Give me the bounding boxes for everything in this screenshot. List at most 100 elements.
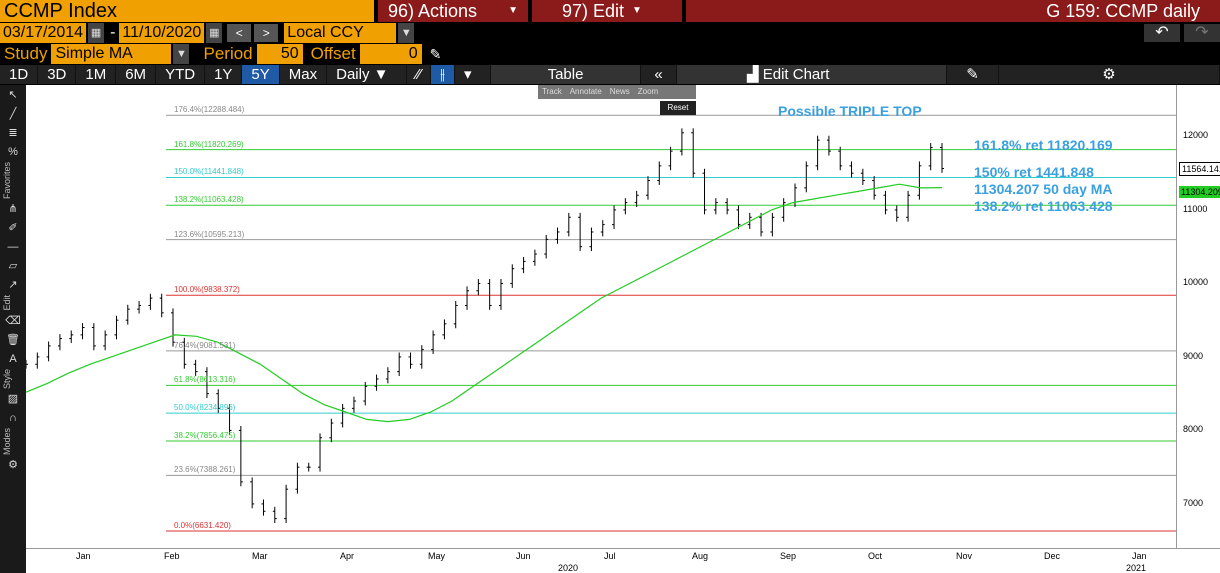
period-1m[interactable]: 1M bbox=[76, 65, 117, 84]
window-title: G 159: CCMP daily bbox=[686, 0, 1220, 22]
currency-select[interactable]: Local CCY bbox=[284, 23, 397, 43]
x-tick-label: Nov bbox=[956, 551, 973, 561]
edit-label: Edit bbox=[2, 295, 12, 311]
line-chart-icon[interactable]: ⁄⁄ bbox=[407, 65, 432, 84]
period-ytd[interactable]: YTD bbox=[156, 65, 206, 84]
study-select[interactable]: Simple MA bbox=[51, 44, 172, 64]
period-label: Period bbox=[203, 44, 253, 63]
annotate-button[interactable]: Annotate bbox=[569, 87, 602, 96]
edit-chart-label: Edit Chart bbox=[762, 66, 830, 83]
edit-menu[interactable]: 97) Edit ▼ bbox=[532, 0, 682, 22]
modes-label: Modes bbox=[2, 427, 12, 455]
line-tool-icon[interactable]: ╱ bbox=[9, 108, 17, 120]
chart-mini-toolbar: Track Annotate News Zoom bbox=[538, 85, 696, 99]
y-tick-label: 7000 bbox=[1183, 497, 1204, 508]
fib-level-label: 61.8%(8613.316) bbox=[174, 375, 236, 385]
chart-toolbar: 1D 3D 1M 6M YTD 1Y 5Y Max Daily ▼ ⁄⁄ ⫲ ▾… bbox=[0, 65, 1220, 84]
y-tick-label: 12000 bbox=[1183, 130, 1209, 141]
chevron-down-icon: ▼ bbox=[373, 66, 389, 83]
ray-icon[interactable]: ↗ bbox=[8, 279, 18, 292]
frequency-label: Daily bbox=[336, 66, 370, 83]
fib-level-label: 176.4%(12288.484) bbox=[174, 105, 245, 115]
period-input[interactable]: 50 bbox=[256, 44, 303, 64]
x-year-label: 2020 bbox=[558, 563, 579, 573]
collapse-icon[interactable]: « bbox=[641, 65, 678, 84]
undo-icon[interactable]: ↶ bbox=[1144, 24, 1180, 42]
fib-level-label: 123.6%(10595.213) bbox=[174, 229, 245, 239]
bar-chart-icon[interactable]: ⫲ bbox=[431, 65, 456, 84]
annotation-ret-1618: 161.8% ret 11820.169 bbox=[974, 137, 1113, 153]
edit-icon[interactable]: ✎ bbox=[947, 65, 1000, 84]
x-tick-label: May bbox=[428, 551, 446, 561]
y-axis: 7000 8000 9000 10000 11000 12000 11564.141 1130… bbox=[1176, 85, 1220, 559]
chevron-down-icon: ▼ bbox=[632, 5, 642, 16]
zoom-button[interactable]: Zoom bbox=[637, 87, 659, 96]
range-dash: - bbox=[110, 24, 116, 41]
eraser-icon[interactable]: ⌫ bbox=[5, 314, 21, 327]
magnet-icon[interactable]: ∩ bbox=[9, 411, 17, 424]
fib-level-label: 0.0%(6631.420) bbox=[174, 520, 231, 530]
chevron-down-icon[interactable]: ▾ bbox=[455, 65, 492, 84]
actions-menu-label: 96) Actions bbox=[388, 1, 478, 21]
last-price-label: 11564.141 bbox=[1179, 162, 1220, 177]
chevron-down-icon[interactable]: ▼ bbox=[173, 44, 190, 64]
period-1y[interactable]: 1Y bbox=[205, 65, 243, 84]
fib-tool-icon[interactable]: ≣ bbox=[8, 127, 18, 139]
end-date-field[interactable]: 11/10/2020 bbox=[119, 23, 205, 43]
period-max[interactable]: Max bbox=[279, 65, 328, 84]
period-5y[interactable]: 5Y bbox=[242, 65, 280, 84]
redo-icon[interactable]: ↷ bbox=[1184, 24, 1220, 42]
annotation-ma-50: 11304.207 50 day MA bbox=[974, 181, 1113, 197]
fib-level-label: 150.0%(11441.848) bbox=[174, 167, 244, 177]
text-icon[interactable]: A bbox=[9, 352, 17, 365]
annotation-triple-top: Possible TRIPLE TOP bbox=[778, 103, 922, 119]
favorites-label: Favorites bbox=[2, 162, 12, 200]
prev-arrow-icon[interactable]: < bbox=[227, 24, 252, 42]
trash-icon[interactable]: 🗑 bbox=[6, 333, 20, 346]
chevron-down-icon[interactable]: ▼ bbox=[398, 23, 415, 43]
table-button[interactable]: Table bbox=[491, 65, 642, 84]
start-date-field[interactable]: 03/17/2014 bbox=[0, 23, 87, 43]
actions-menu[interactable]: 96) Actions ▼ bbox=[378, 0, 528, 22]
gear-icon[interactable]: ⚙ bbox=[999, 65, 1220, 84]
y-tick-label: 10000 bbox=[1183, 277, 1209, 288]
annotation-ret-150: 150% ret 1441.848 bbox=[974, 164, 1094, 180]
fib-level-label: 100.0%(9838.372) bbox=[174, 285, 240, 295]
next-arrow-icon[interactable]: > bbox=[254, 24, 279, 42]
ticker-field[interactable]: CCMP Index bbox=[0, 0, 374, 22]
date-range-bar: 03/17/2014 ▦ - 11/10/2020 ▦ < > Local CC… bbox=[0, 23, 1220, 43]
brush-icon[interactable]: ✐ bbox=[8, 222, 18, 235]
edit-menu-label: 97) Edit bbox=[562, 1, 625, 21]
news-button[interactable]: News bbox=[609, 87, 630, 96]
offset-label: Offset bbox=[310, 44, 356, 63]
price-chart[interactable]: Track Annotate News Zoom Reset 176.4%(12… bbox=[26, 85, 1176, 559]
pitchfork-icon[interactable]: ⋔ bbox=[8, 203, 18, 216]
chart-canvas bbox=[26, 114, 1176, 532]
ma-price-label: 11304.209 bbox=[1179, 185, 1220, 198]
calendar-icon[interactable]: ▦ bbox=[88, 23, 105, 43]
left-drawing-toolbar: ↖ ╱ ≣ % Favorites ⋔ ✐ — ▱ ↗ Edit ⌫ 🗑 A S… bbox=[0, 85, 26, 573]
reset-button[interactable]: Reset bbox=[660, 101, 696, 115]
hline-icon[interactable]: — bbox=[7, 241, 19, 254]
x-tick-label: Sep bbox=[780, 551, 797, 561]
fib-level-label: 38.2%(7856.475) bbox=[174, 430, 236, 440]
study-label: Study bbox=[4, 44, 48, 63]
period-1d[interactable]: 1D bbox=[0, 65, 39, 84]
channel-icon[interactable]: ▱ bbox=[8, 260, 18, 273]
style-label: Style bbox=[2, 368, 12, 389]
frequency-select[interactable]: Daily ▼ bbox=[327, 65, 408, 84]
fib-level-label: 23.6%(7388.261) bbox=[174, 465, 236, 475]
pattern-icon[interactable]: ▨ bbox=[7, 392, 19, 405]
offset-input[interactable]: 0 bbox=[359, 44, 422, 64]
period-6m[interactable]: 6M bbox=[116, 65, 157, 84]
track-button[interactable]: Track bbox=[542, 87, 562, 96]
cursor-icon[interactable]: ↖ bbox=[8, 89, 18, 101]
fib-level-label: 161.8%(11820.269) bbox=[174, 139, 244, 149]
edit-chart-button[interactable]: ▟ Edit Chart bbox=[677, 65, 948, 84]
percent-tool-icon[interactable]: % bbox=[8, 146, 18, 158]
calendar-icon[interactable]: ▦ bbox=[206, 23, 223, 43]
pencil-icon[interactable]: ✎ bbox=[429, 46, 442, 62]
fib-level-label: 138.2%(11063.428) bbox=[174, 195, 244, 205]
gear-icon[interactable]: ⚙ bbox=[8, 458, 18, 471]
period-3d[interactable]: 3D bbox=[38, 65, 77, 84]
